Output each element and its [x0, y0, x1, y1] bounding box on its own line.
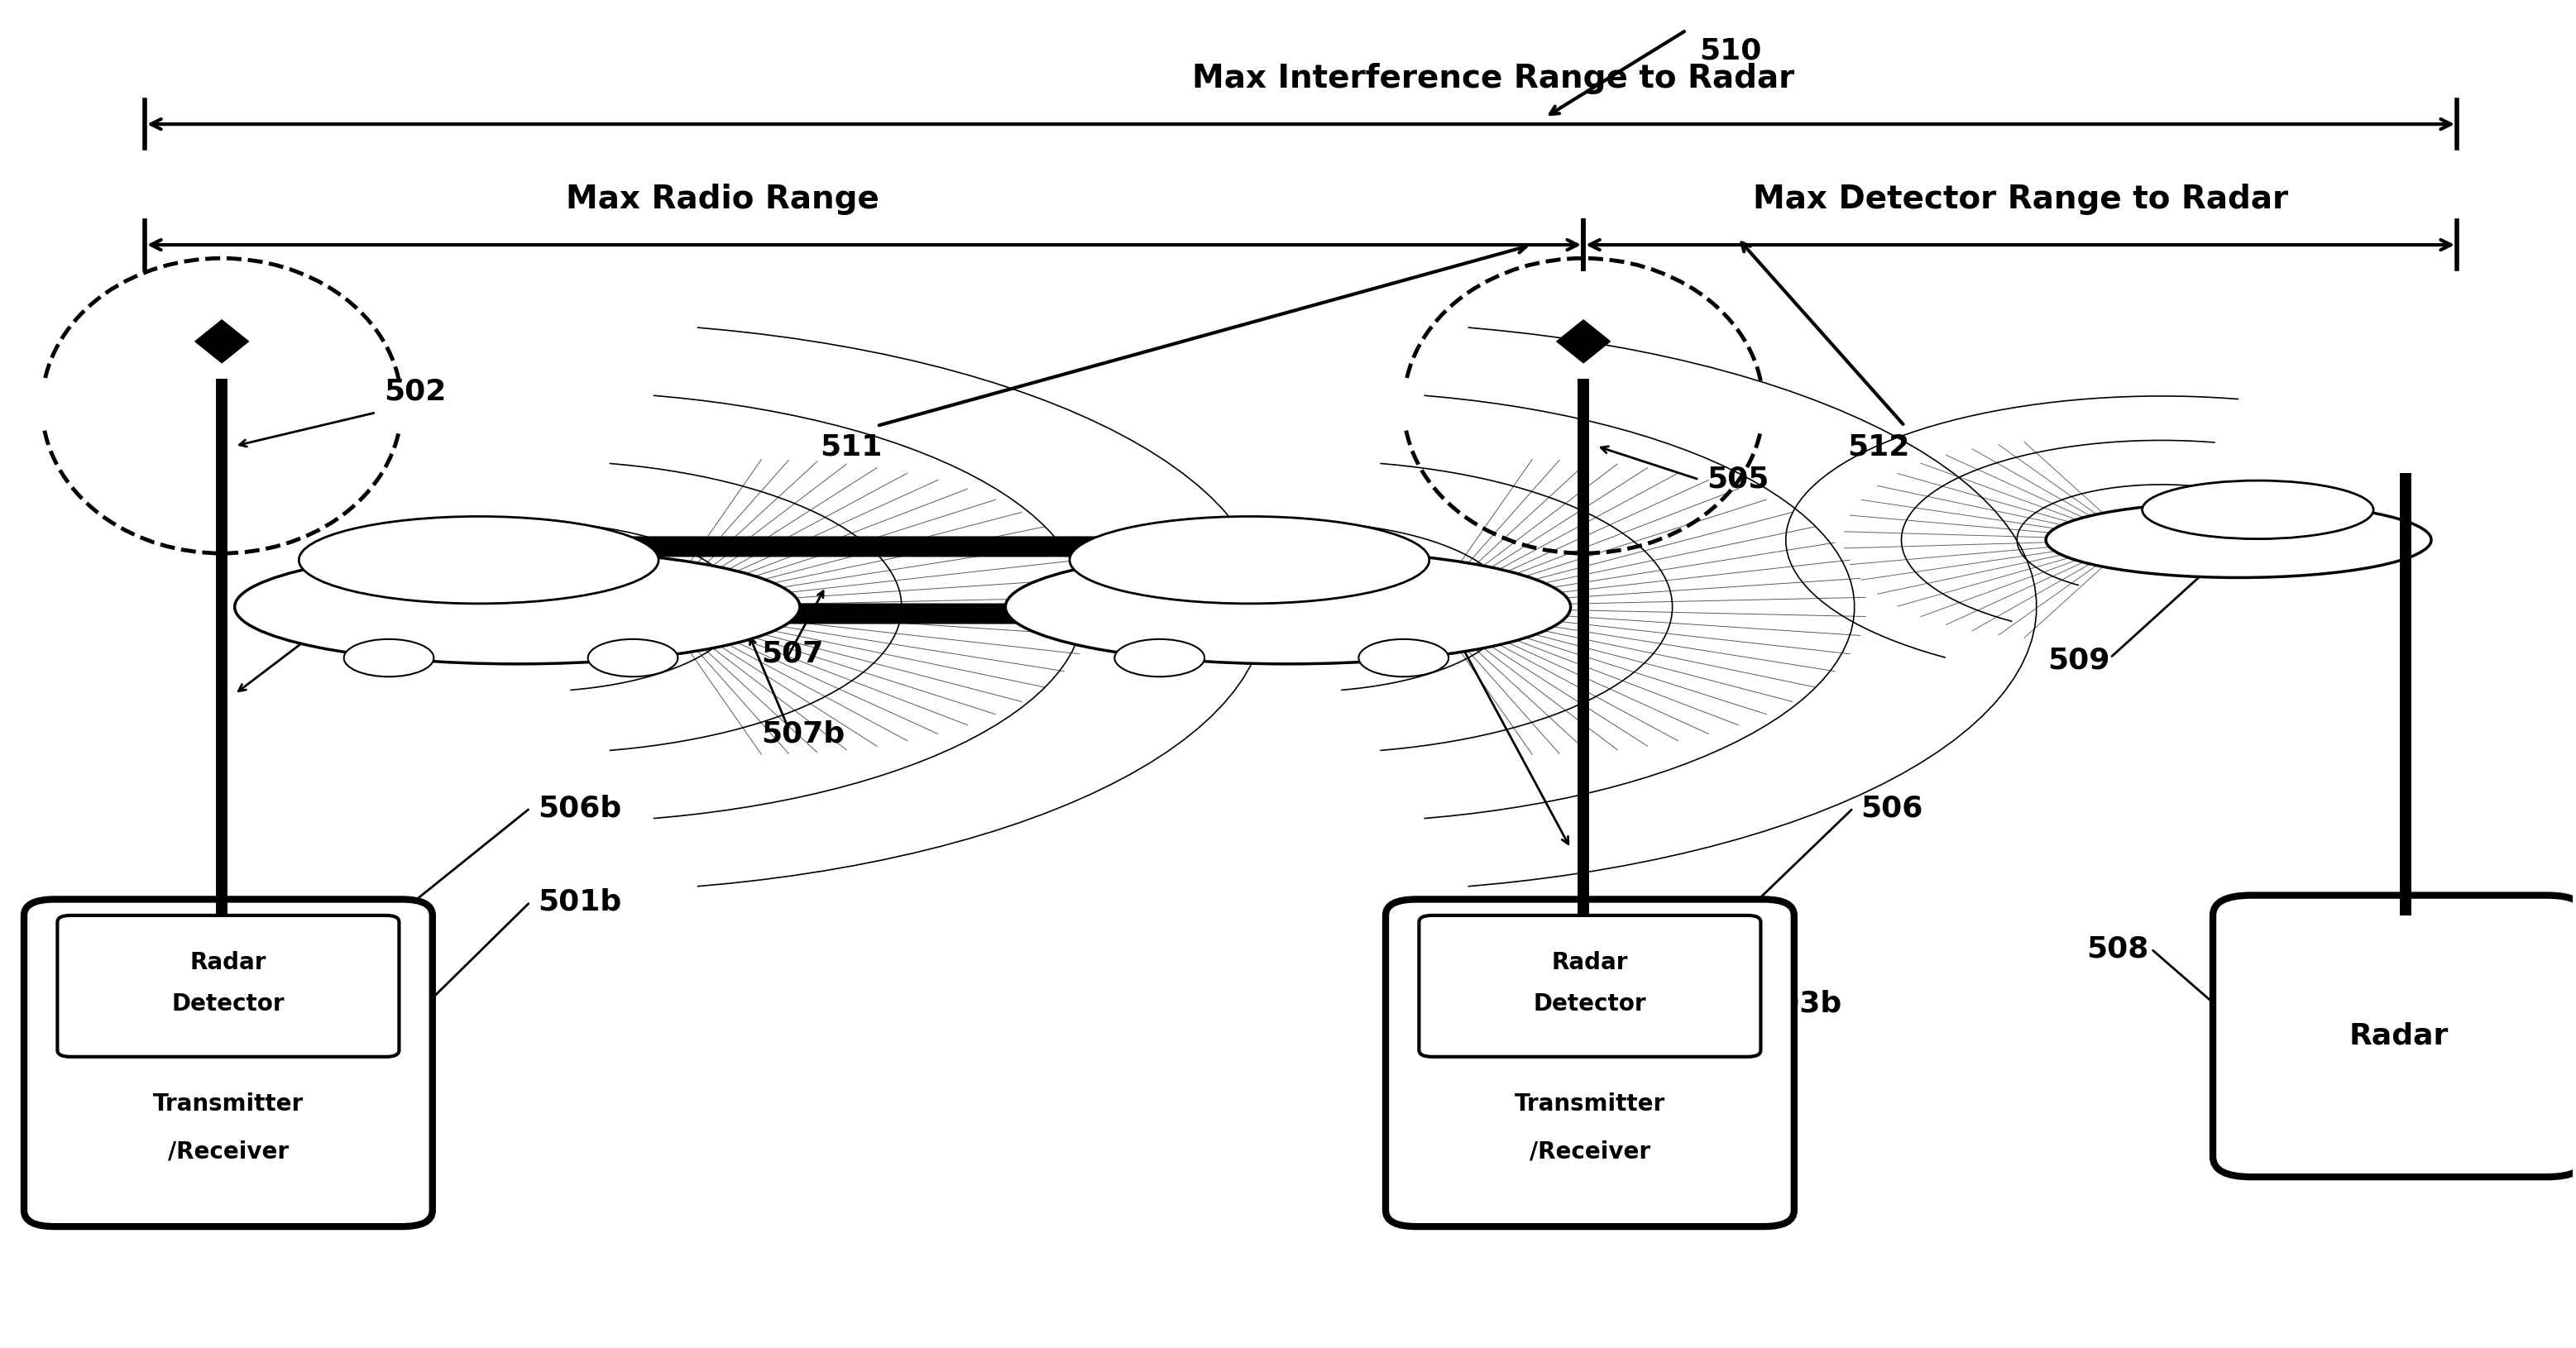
Text: Transmitter: Transmitter: [1515, 1093, 1664, 1116]
Text: Radar: Radar: [1551, 952, 1628, 975]
Text: 510: 510: [1700, 36, 1762, 65]
Text: 508: 508: [2087, 936, 2148, 962]
Text: 512: 512: [1847, 433, 1909, 461]
Text: 511: 511: [819, 433, 884, 461]
Text: 505: 505: [1708, 465, 1770, 493]
Text: 507b: 507b: [762, 720, 845, 748]
FancyBboxPatch shape: [2213, 895, 2576, 1177]
Text: 506b: 506b: [538, 794, 621, 822]
Ellipse shape: [1005, 550, 1571, 665]
FancyBboxPatch shape: [57, 915, 399, 1057]
Text: Max Interference Range to Radar: Max Interference Range to Radar: [1193, 63, 1795, 94]
Text: Radar: Radar: [191, 952, 265, 975]
Ellipse shape: [343, 639, 433, 677]
FancyBboxPatch shape: [1419, 915, 1762, 1057]
Text: 505b: 505b: [384, 593, 466, 621]
Text: Radar: Radar: [2349, 1022, 2450, 1050]
Text: 503b: 503b: [1759, 989, 1842, 1018]
Ellipse shape: [1115, 639, 1206, 677]
Text: 501b: 501b: [538, 888, 621, 917]
Text: 507: 507: [762, 640, 824, 669]
Text: Detector: Detector: [173, 992, 286, 1015]
Text: Detector: Detector: [1533, 992, 1646, 1015]
Ellipse shape: [1358, 639, 1448, 677]
Ellipse shape: [2143, 480, 2372, 539]
Text: /Receiver: /Receiver: [167, 1140, 289, 1163]
Text: 509: 509: [2048, 647, 2110, 674]
FancyBboxPatch shape: [23, 899, 433, 1227]
Ellipse shape: [2045, 503, 2432, 577]
Text: Transmitter: Transmitter: [152, 1093, 304, 1116]
Text: Max Detector Range to Radar: Max Detector Range to Radar: [1752, 183, 2287, 216]
Ellipse shape: [234, 550, 801, 665]
Polygon shape: [196, 319, 247, 363]
Ellipse shape: [299, 516, 659, 604]
FancyBboxPatch shape: [1386, 899, 1793, 1227]
Text: /Receiver: /Receiver: [1530, 1140, 1651, 1163]
Text: 502: 502: [384, 377, 446, 406]
Text: 504: 504: [1368, 609, 1430, 638]
Ellipse shape: [1069, 516, 1430, 604]
Ellipse shape: [587, 639, 677, 677]
Text: Max Radio Range: Max Radio Range: [567, 183, 878, 216]
Text: 506: 506: [1860, 794, 1924, 822]
Polygon shape: [1556, 319, 1610, 363]
